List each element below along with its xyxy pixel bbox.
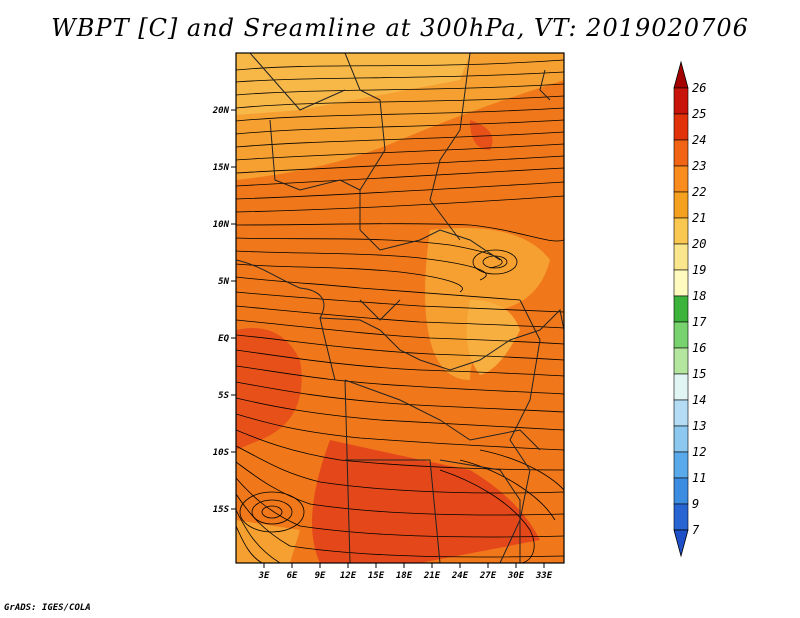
map-plot-area bbox=[236, 53, 564, 563]
colorbar: 26 25 24 23 22 21 20 19 18 17 16 15 14 13 12 11 9 7 bbox=[673, 60, 707, 558]
lon-label: 12E bbox=[340, 571, 357, 581]
colorbar-top-triangle bbox=[673, 60, 689, 89]
country-borders bbox=[236, 53, 564, 563]
colorbar-swatch bbox=[673, 347, 689, 375]
colorbar-label: 12 bbox=[692, 445, 706, 459]
lat-label: 20N bbox=[212, 106, 230, 116]
streamlines bbox=[236, 59, 564, 563]
colorbar-label: 15 bbox=[692, 367, 706, 381]
colorbar-swatch bbox=[673, 477, 689, 505]
lon-label: 6E bbox=[287, 571, 298, 581]
lat-label: 5N bbox=[218, 277, 229, 287]
lat-label: 15S bbox=[213, 505, 230, 515]
lon-label: 21E bbox=[423, 571, 441, 581]
colorbar-label: 26 bbox=[692, 81, 706, 95]
colorbar-label: 18 bbox=[692, 289, 706, 303]
lat-label: EQ bbox=[218, 334, 229, 344]
lon-label: 15E bbox=[368, 571, 385, 581]
lon-label: 18E bbox=[396, 571, 413, 581]
colorbar-label: 23 bbox=[692, 159, 706, 173]
colorbar-label: 11 bbox=[692, 471, 706, 485]
lon-label: 9E bbox=[315, 571, 326, 581]
colorbar-swatch bbox=[673, 451, 689, 479]
colorbar-label: 7 bbox=[692, 523, 700, 537]
chart-title: WBPT [C] and Sreamline at 300hPa, VT: 20… bbox=[51, 14, 749, 42]
lon-label: 30E bbox=[507, 571, 525, 581]
colorbar-label: 20 bbox=[692, 237, 706, 251]
colorbar-label: 19 bbox=[692, 263, 706, 277]
colorbar-swatch bbox=[673, 373, 689, 401]
colorbar-label: 13 bbox=[692, 419, 706, 433]
colorbar-label: 9 bbox=[692, 497, 699, 511]
wbpt-shading-north-light bbox=[236, 53, 470, 115]
lat-ticks bbox=[231, 109, 236, 510]
colorbar-label: 25 bbox=[692, 107, 706, 121]
colorbar-swatch bbox=[673, 425, 689, 453]
colorbar-swatch bbox=[673, 399, 689, 427]
credit-label: GrADS: IGES/COLA bbox=[4, 603, 91, 613]
colorbar-bottom-triangle bbox=[673, 529, 689, 558]
lat-label: 10N bbox=[213, 220, 230, 230]
wbpt-shading-south-warm bbox=[312, 440, 540, 563]
lon-label: 27E bbox=[479, 571, 497, 581]
colorbar-swatch bbox=[673, 217, 689, 245]
lat-label: 10S bbox=[213, 448, 230, 458]
colorbar-swatch bbox=[673, 139, 689, 167]
colorbar-swatch bbox=[673, 87, 689, 115]
colorbar-label: 21 bbox=[692, 211, 706, 225]
lat-label: 15N bbox=[213, 163, 230, 173]
colorbar-label: 16 bbox=[692, 341, 706, 355]
colorbar-swatch bbox=[673, 269, 689, 297]
colorbar-label: 22 bbox=[692, 185, 706, 199]
colorbar-swatch bbox=[673, 191, 689, 219]
colorbar-label: 24 bbox=[692, 133, 706, 147]
lat-label: 5S bbox=[218, 391, 229, 401]
colorbar-swatch bbox=[673, 295, 689, 323]
colorbar-swatch bbox=[673, 243, 689, 271]
colorbar-label: 17 bbox=[692, 315, 707, 329]
wbpt-shading-west-warm bbox=[236, 328, 302, 450]
colorbar-swatch bbox=[673, 113, 689, 141]
colorbar-swatch bbox=[673, 321, 689, 349]
map-frame bbox=[235, 52, 565, 564]
colorbar-swatch bbox=[673, 503, 689, 531]
lon-ticks bbox=[263, 563, 545, 568]
lon-label: 3E bbox=[258, 571, 270, 581]
colorbar-label: 14 bbox=[692, 393, 706, 407]
colorbar-swatch bbox=[673, 165, 689, 193]
lon-label: 33E bbox=[535, 571, 553, 581]
lon-label: 24E bbox=[451, 571, 469, 581]
